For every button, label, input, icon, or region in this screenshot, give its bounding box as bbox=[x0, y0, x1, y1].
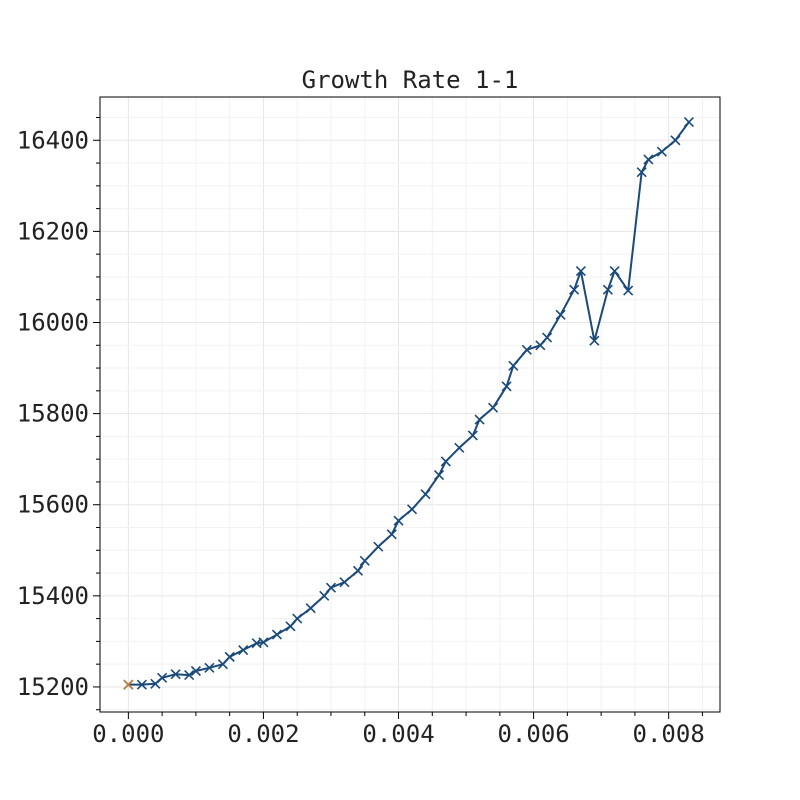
x-tick-label: 0.006 bbox=[497, 720, 569, 748]
data-point bbox=[501, 381, 512, 392]
data-point bbox=[575, 265, 586, 277]
data-point bbox=[224, 651, 235, 662]
data-point bbox=[393, 515, 404, 526]
data-point bbox=[305, 603, 316, 614]
y-tick-label: 16000 bbox=[17, 309, 89, 337]
data-point bbox=[136, 679, 147, 690]
data-point bbox=[656, 146, 667, 157]
y-tick-label: 16400 bbox=[17, 126, 89, 154]
x-tick-label: 0.000 bbox=[92, 720, 164, 748]
data-point bbox=[508, 360, 519, 371]
data-point bbox=[542, 332, 553, 343]
data-point bbox=[488, 402, 499, 413]
y-tick-label: 15200 bbox=[17, 673, 89, 701]
data-point bbox=[623, 285, 634, 296]
data-point bbox=[643, 154, 654, 165]
data-point bbox=[670, 135, 681, 146]
data-point bbox=[319, 590, 330, 601]
data-point bbox=[352, 565, 364, 576]
y-tick-label: 15800 bbox=[17, 400, 89, 428]
plot-area bbox=[99, 96, 721, 713]
data-point bbox=[386, 529, 397, 540]
data-point bbox=[325, 582, 337, 593]
series bbox=[123, 116, 694, 690]
x-tick-label: 0.008 bbox=[633, 720, 705, 748]
data-point bbox=[602, 284, 613, 295]
data-point bbox=[420, 489, 431, 500]
data-point bbox=[467, 430, 478, 441]
data-point bbox=[521, 344, 532, 355]
data-point bbox=[636, 167, 647, 178]
data-point bbox=[238, 644, 249, 656]
data-point bbox=[589, 335, 600, 346]
data-point bbox=[373, 541, 384, 552]
series-0 bbox=[123, 116, 694, 690]
data-point bbox=[569, 284, 580, 295]
data-point bbox=[683, 116, 694, 128]
data-point bbox=[454, 442, 465, 453]
series-1 bbox=[123, 679, 134, 690]
y-tick-label: 16200 bbox=[17, 217, 89, 245]
axes-ticks: 0.000 0.002 0.004 0.006 0.008 15200 15400 15600… bbox=[17, 117, 705, 748]
data-point bbox=[339, 577, 350, 588]
data-point bbox=[440, 456, 451, 467]
y-tick-label: 15400 bbox=[17, 582, 89, 610]
data-point bbox=[170, 669, 181, 680]
data-point bbox=[258, 637, 269, 648]
y-tick-label: 15600 bbox=[17, 491, 89, 519]
data-point bbox=[433, 470, 445, 481]
x-tick-label: 0.004 bbox=[362, 720, 434, 748]
data-point bbox=[555, 309, 566, 320]
chart-title: Growth Rate 1-1 bbox=[302, 66, 519, 94]
grid bbox=[100, 97, 720, 712]
data-point bbox=[184, 670, 195, 681]
data-point bbox=[474, 414, 485, 425]
data-point bbox=[157, 672, 168, 683]
data-point bbox=[123, 679, 134, 690]
data-point bbox=[406, 504, 418, 515]
data-point bbox=[292, 613, 303, 624]
data-point bbox=[271, 629, 283, 640]
data-point bbox=[359, 555, 370, 566]
data-point bbox=[204, 662, 215, 673]
x-tick-label: 0.002 bbox=[227, 720, 299, 748]
data-point bbox=[190, 665, 201, 677]
data-point bbox=[609, 265, 620, 277]
series-line bbox=[128, 121, 690, 686]
